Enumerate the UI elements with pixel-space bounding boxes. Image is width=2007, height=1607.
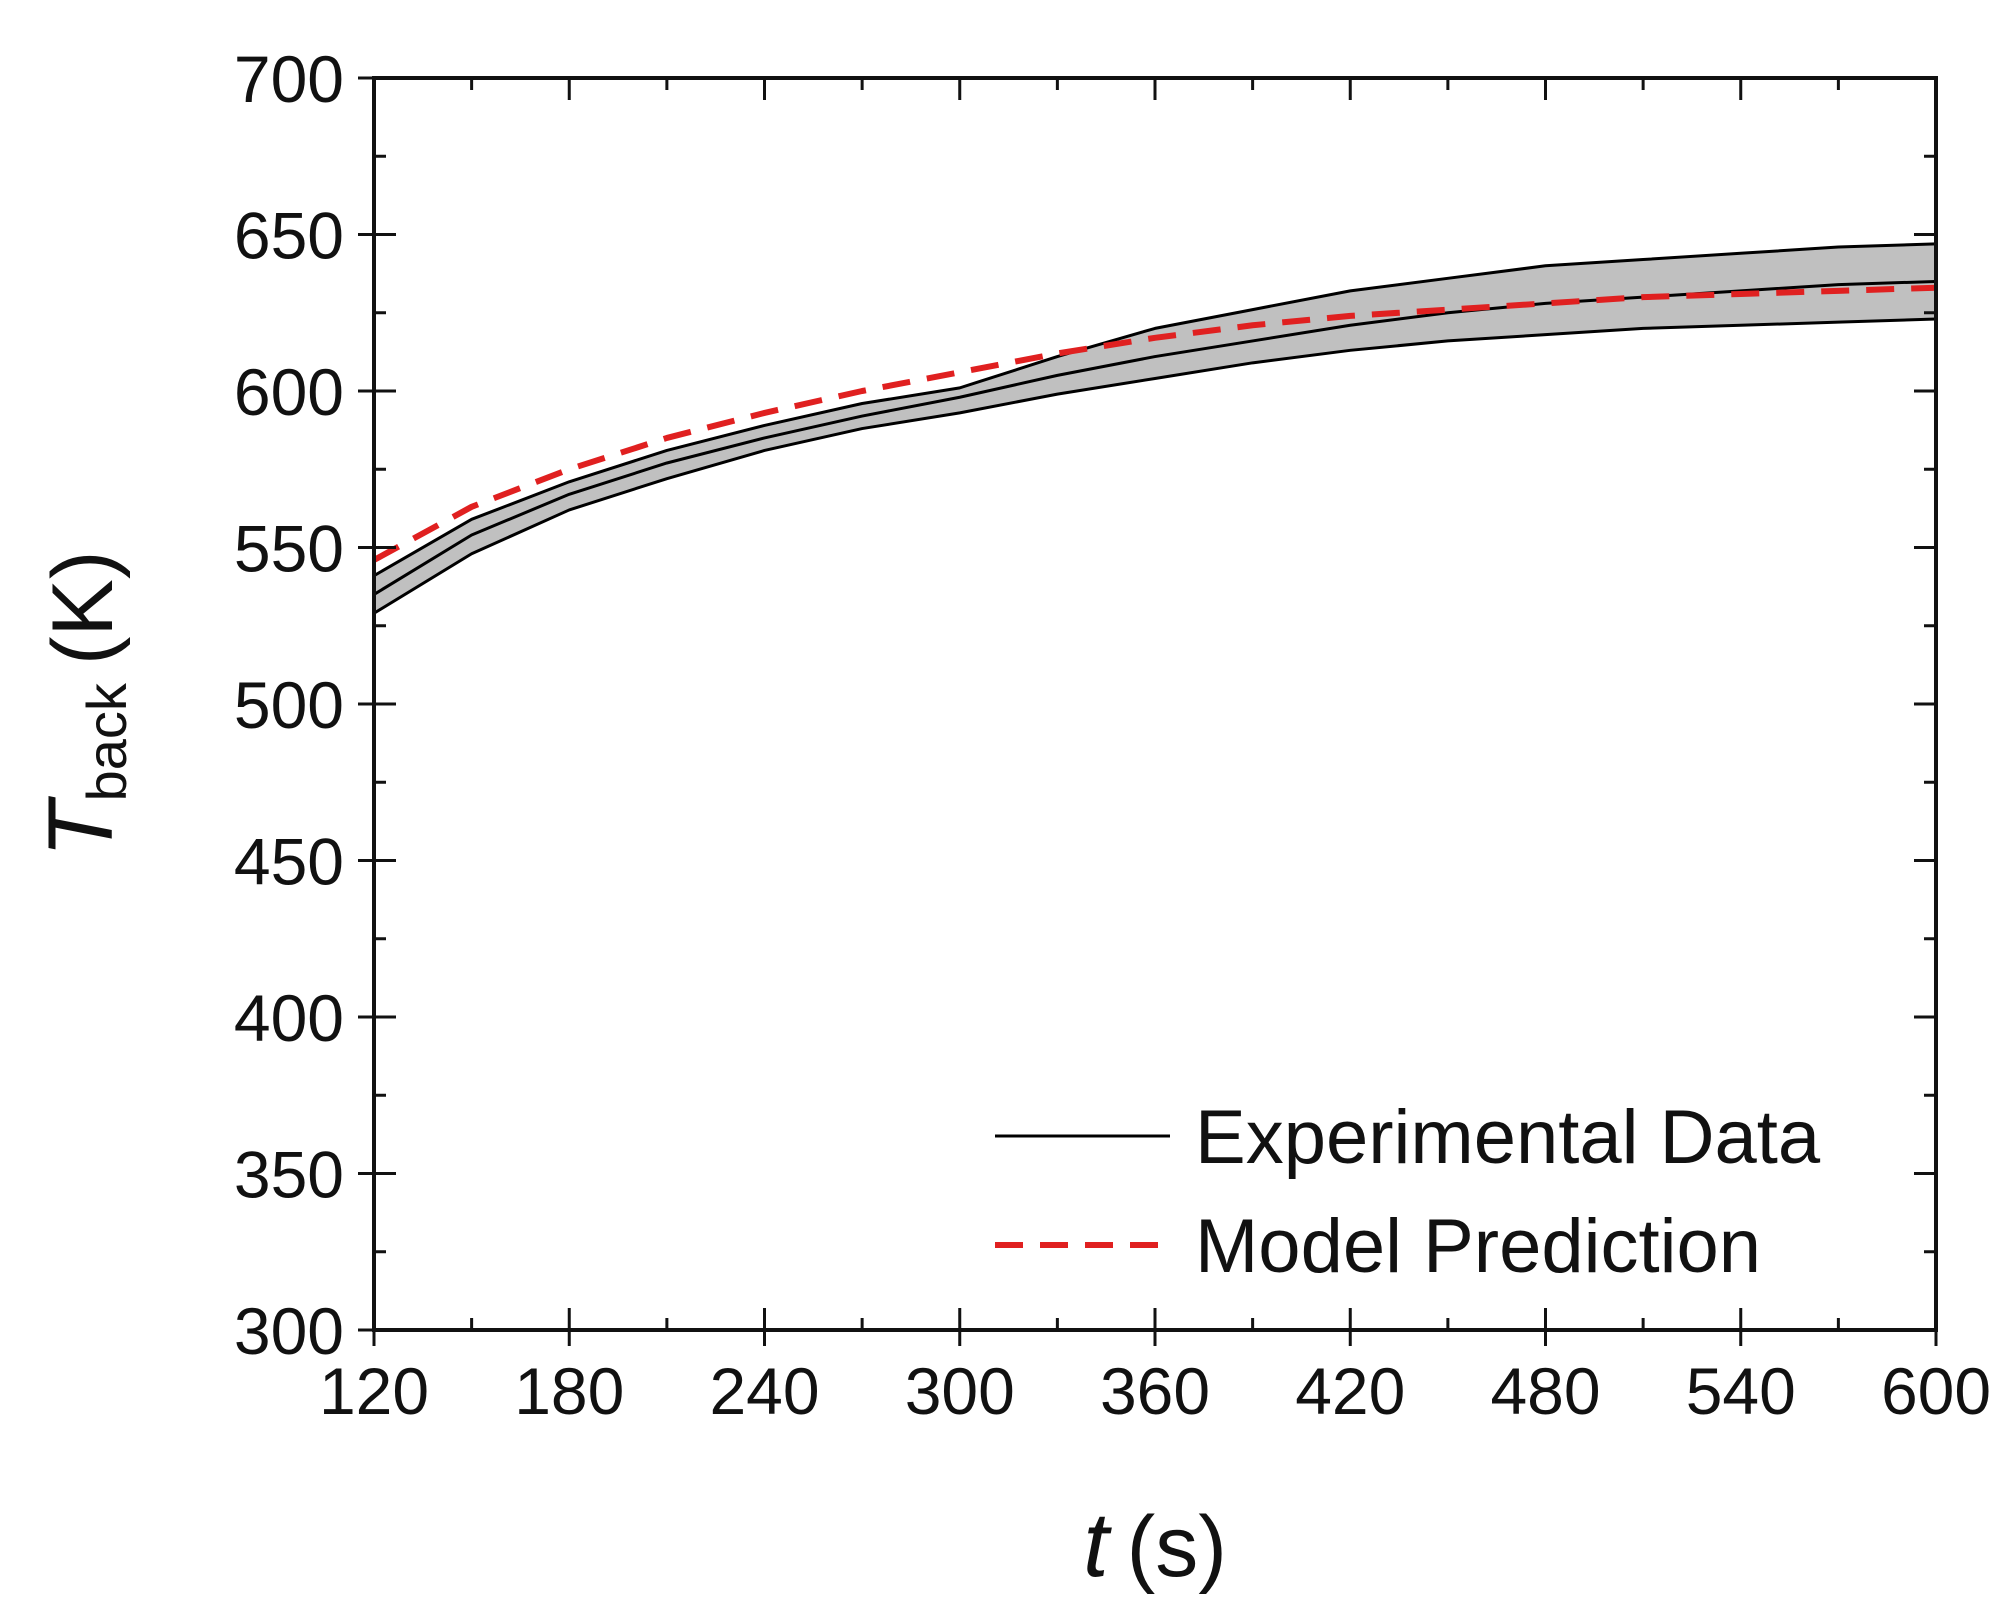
y-tick-label: 600 — [234, 355, 344, 429]
x-tick-label: 540 — [1686, 1354, 1796, 1428]
experimental-mean-line — [373, 279, 1937, 596]
y-axis-title: Tback (K) — [30, 550, 138, 857]
y-tick-label: 700 — [234, 42, 344, 116]
legend-label-model: Model Prediction — [1195, 1204, 1761, 1289]
series-lines-group — [372, 242, 1937, 615]
axis-ticks-group: 120 180 240 300 360 420 480 540 600 300 350 400 450 5… — [234, 42, 1991, 1428]
x-tick-label: 480 — [1490, 1354, 1600, 1428]
y-tick-label: 500 — [234, 668, 344, 742]
y-axis-title-subscript: back — [75, 682, 138, 801]
y-tick-label: 450 — [234, 825, 344, 899]
y-tick-label: 300 — [234, 1294, 344, 1368]
x-tick-label: 600 — [1881, 1354, 1991, 1428]
x-tick-label: 120 — [319, 1354, 429, 1428]
y-tick-label: 550 — [234, 512, 344, 586]
y-tick-label: 400 — [234, 981, 344, 1055]
uncertainty-band — [374, 243, 1936, 614]
uncertainty-band-group — [374, 243, 1936, 614]
x-axis-title-symbol: t — [1083, 1494, 1112, 1596]
legend-label-experimental: Experimental Data — [1195, 1095, 1821, 1180]
x-tick-label: 240 — [709, 1354, 819, 1428]
x-tick-label: 420 — [1295, 1354, 1405, 1428]
model-prediction-line — [372, 284, 1937, 563]
x-axis-title-unit: (s) — [1127, 1499, 1227, 1595]
legend: Experimental Data Model Prediction — [995, 1095, 1821, 1289]
x-tick-label: 300 — [905, 1354, 1015, 1428]
experimental-upper-line — [373, 242, 1937, 577]
y-axis-title-unit: (K) — [35, 550, 131, 665]
x-tick-label: 180 — [514, 1354, 624, 1428]
y-axis-title-symbol: T — [30, 796, 132, 858]
x-tick-label: 360 — [1100, 1354, 1210, 1428]
x-axis-title: t (s) — [1083, 1494, 1227, 1596]
experimental-lower-line — [373, 317, 1937, 615]
y-tick-label: 350 — [234, 1138, 344, 1212]
y-tick-label: 650 — [234, 199, 344, 273]
